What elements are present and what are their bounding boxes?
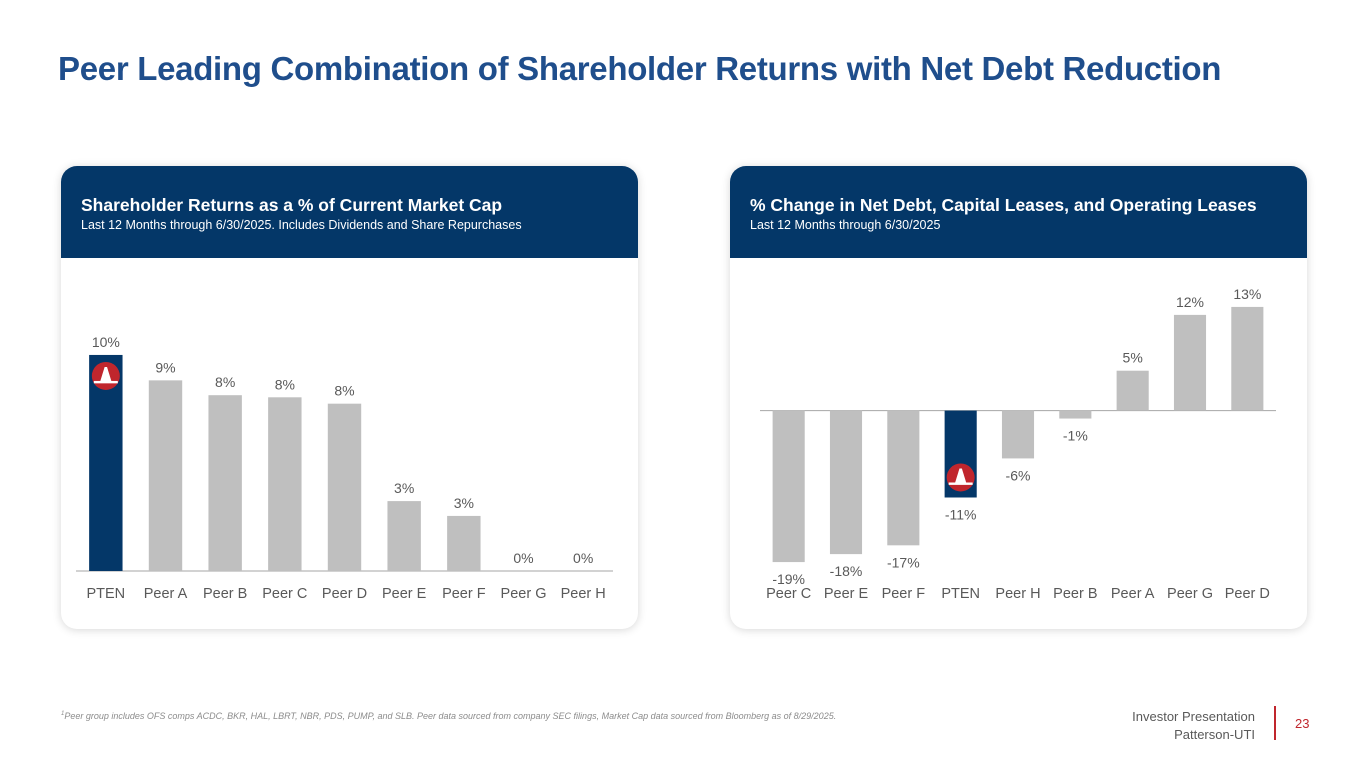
data-label: 12% bbox=[1176, 294, 1204, 310]
data-label: 8% bbox=[334, 383, 354, 399]
footnote-text: Peer group includes OFS comps ACDC, BKR,… bbox=[64, 711, 837, 721]
data-label: -17% bbox=[887, 554, 920, 570]
bar-peer-e bbox=[829, 410, 863, 555]
category-label: Peer F bbox=[882, 586, 926, 602]
data-label: 0% bbox=[573, 550, 593, 566]
category-label: PTEN bbox=[86, 586, 125, 602]
pten-logo-icon bbox=[946, 463, 975, 492]
net-debt-change-card: % Change in Net Debt, Capital Leases, an… bbox=[730, 166, 1307, 629]
data-label: -11% bbox=[945, 506, 977, 522]
bar-peer-c bbox=[268, 397, 302, 571]
category-label: Peer G bbox=[501, 586, 547, 602]
chart-subtitle: Last 12 Months through 6/30/2025. Includ… bbox=[81, 218, 522, 232]
category-label: Peer D bbox=[322, 586, 367, 602]
category-label: Peer D bbox=[1225, 586, 1270, 602]
category-label: Peer A bbox=[1111, 586, 1155, 602]
chart-subtitle: Last 12 Months through 6/30/2025 bbox=[750, 218, 941, 232]
category-label: Peer C bbox=[766, 586, 811, 602]
category-label: Peer G bbox=[1167, 586, 1213, 602]
data-label: 5% bbox=[1123, 350, 1143, 366]
category-label: Peer E bbox=[382, 586, 427, 602]
category-label: Peer E bbox=[824, 586, 869, 602]
data-label: -18% bbox=[830, 563, 863, 579]
category-label: Peer A bbox=[144, 586, 188, 602]
logo-base-3 bbox=[948, 482, 973, 485]
data-label: -1% bbox=[1063, 428, 1088, 444]
bar-peer-b bbox=[1059, 410, 1092, 419]
data-label: 0% bbox=[513, 550, 533, 566]
category-label: Peer B bbox=[1053, 586, 1097, 602]
logo-base-0 bbox=[93, 380, 118, 384]
category-label: Peer H bbox=[561, 586, 606, 602]
bar-peer-b bbox=[208, 395, 242, 571]
category-label: Peer C bbox=[262, 586, 307, 602]
logo-derrick-3 bbox=[955, 468, 967, 483]
shareholder-returns-chart: 10% PTEN 9% Peer A 8% Peer B 8% Peer C 8% Peer D 3… bbox=[76, 334, 613, 602]
category-label: Peer H bbox=[995, 586, 1040, 602]
footnote-marker: 1 bbox=[61, 711, 65, 717]
bar-peer-f bbox=[447, 515, 481, 571]
data-label: 9% bbox=[155, 359, 175, 375]
data-label: 3% bbox=[394, 480, 414, 496]
brand-block: Investor Presentation Patterson-UTI bbox=[1132, 708, 1255, 744]
data-label: 8% bbox=[275, 376, 295, 392]
bar-pten bbox=[89, 354, 123, 571]
data-label: 10% bbox=[92, 334, 120, 350]
page-number: 23 bbox=[1295, 716, 1310, 731]
chart-title: Shareholder Returns as a % of Current Ma… bbox=[81, 195, 503, 215]
net-debt-change-chart: -19%Peer C -18% Peer E -17% Peer F -11% PTEN -6… bbox=[760, 286, 1276, 602]
data-label: 3% bbox=[454, 495, 474, 511]
category-label: Peer B bbox=[203, 586, 247, 602]
footnote: 1Peer group includes OFS comps ACDC, BKR… bbox=[61, 711, 836, 721]
data-label: -6% bbox=[1006, 467, 1031, 483]
bar-peer-d bbox=[327, 403, 362, 571]
category-label: PTEN bbox=[941, 586, 980, 602]
page-title: Peer Leading Combination of Shareholder … bbox=[58, 50, 1222, 87]
bar-peer-d bbox=[1231, 306, 1264, 411]
category-label: Peer F bbox=[442, 586, 486, 602]
brand-divider bbox=[1274, 706, 1276, 740]
bar-peer-c bbox=[772, 410, 805, 563]
bar-peer-a bbox=[1116, 370, 1149, 411]
card-header: % Change in Net Debt, Capital Leases, an… bbox=[730, 166, 1307, 258]
pten-logo-icon bbox=[91, 361, 120, 390]
bar-peer-f bbox=[887, 410, 920, 546]
presentation-name: Investor Presentation bbox=[1132, 709, 1255, 724]
bar-peer-e bbox=[387, 501, 421, 571]
shareholder-returns-card: Shareholder Returns as a % of Current Ma… bbox=[61, 166, 638, 629]
logo-derrick-0 bbox=[100, 366, 112, 381]
card-header: Shareholder Returns as a % of Current Ma… bbox=[61, 166, 638, 258]
bar-peer-h bbox=[1001, 410, 1035, 459]
data-label: 13% bbox=[1233, 286, 1261, 302]
company-name: Patterson-UTI bbox=[1174, 727, 1255, 742]
chart-title: % Change in Net Debt, Capital Leases, an… bbox=[750, 195, 1257, 215]
data-label: -19% bbox=[772, 571, 805, 587]
data-label: 8% bbox=[215, 374, 235, 390]
bar-peer-g bbox=[1173, 314, 1207, 411]
bar-peer-a bbox=[148, 380, 183, 571]
